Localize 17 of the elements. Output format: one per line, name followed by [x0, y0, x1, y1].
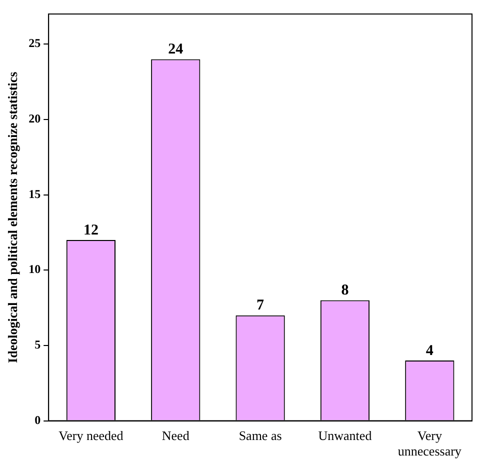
- y-tick-label: 5: [34, 338, 41, 352]
- x-tick-label: Very needed: [58, 428, 124, 444]
- y-tick-label: 20: [28, 112, 41, 126]
- x-tick-label: Unwanted: [318, 428, 372, 444]
- y-tick-label: 10: [28, 262, 41, 276]
- y-tick-label: 25: [28, 36, 41, 50]
- y-axis-title: Ideological and political elements recognize statistics: [5, 72, 20, 363]
- x-tick-label: Same as: [238, 428, 282, 444]
- data-label: 7: [256, 298, 265, 314]
- data-label: 4: [426, 342, 434, 359]
- data-label: 24: [168, 42, 184, 58]
- data-label: 12: [83, 222, 98, 238]
- y-tick-label: 15: [28, 186, 41, 201]
- x-tick-label: Need: [162, 428, 190, 444]
- y-tick-label: 0: [34, 412, 41, 427]
- data-label: 8: [341, 282, 349, 299]
- x-tick-label: Very unnecessary: [398, 428, 462, 459]
